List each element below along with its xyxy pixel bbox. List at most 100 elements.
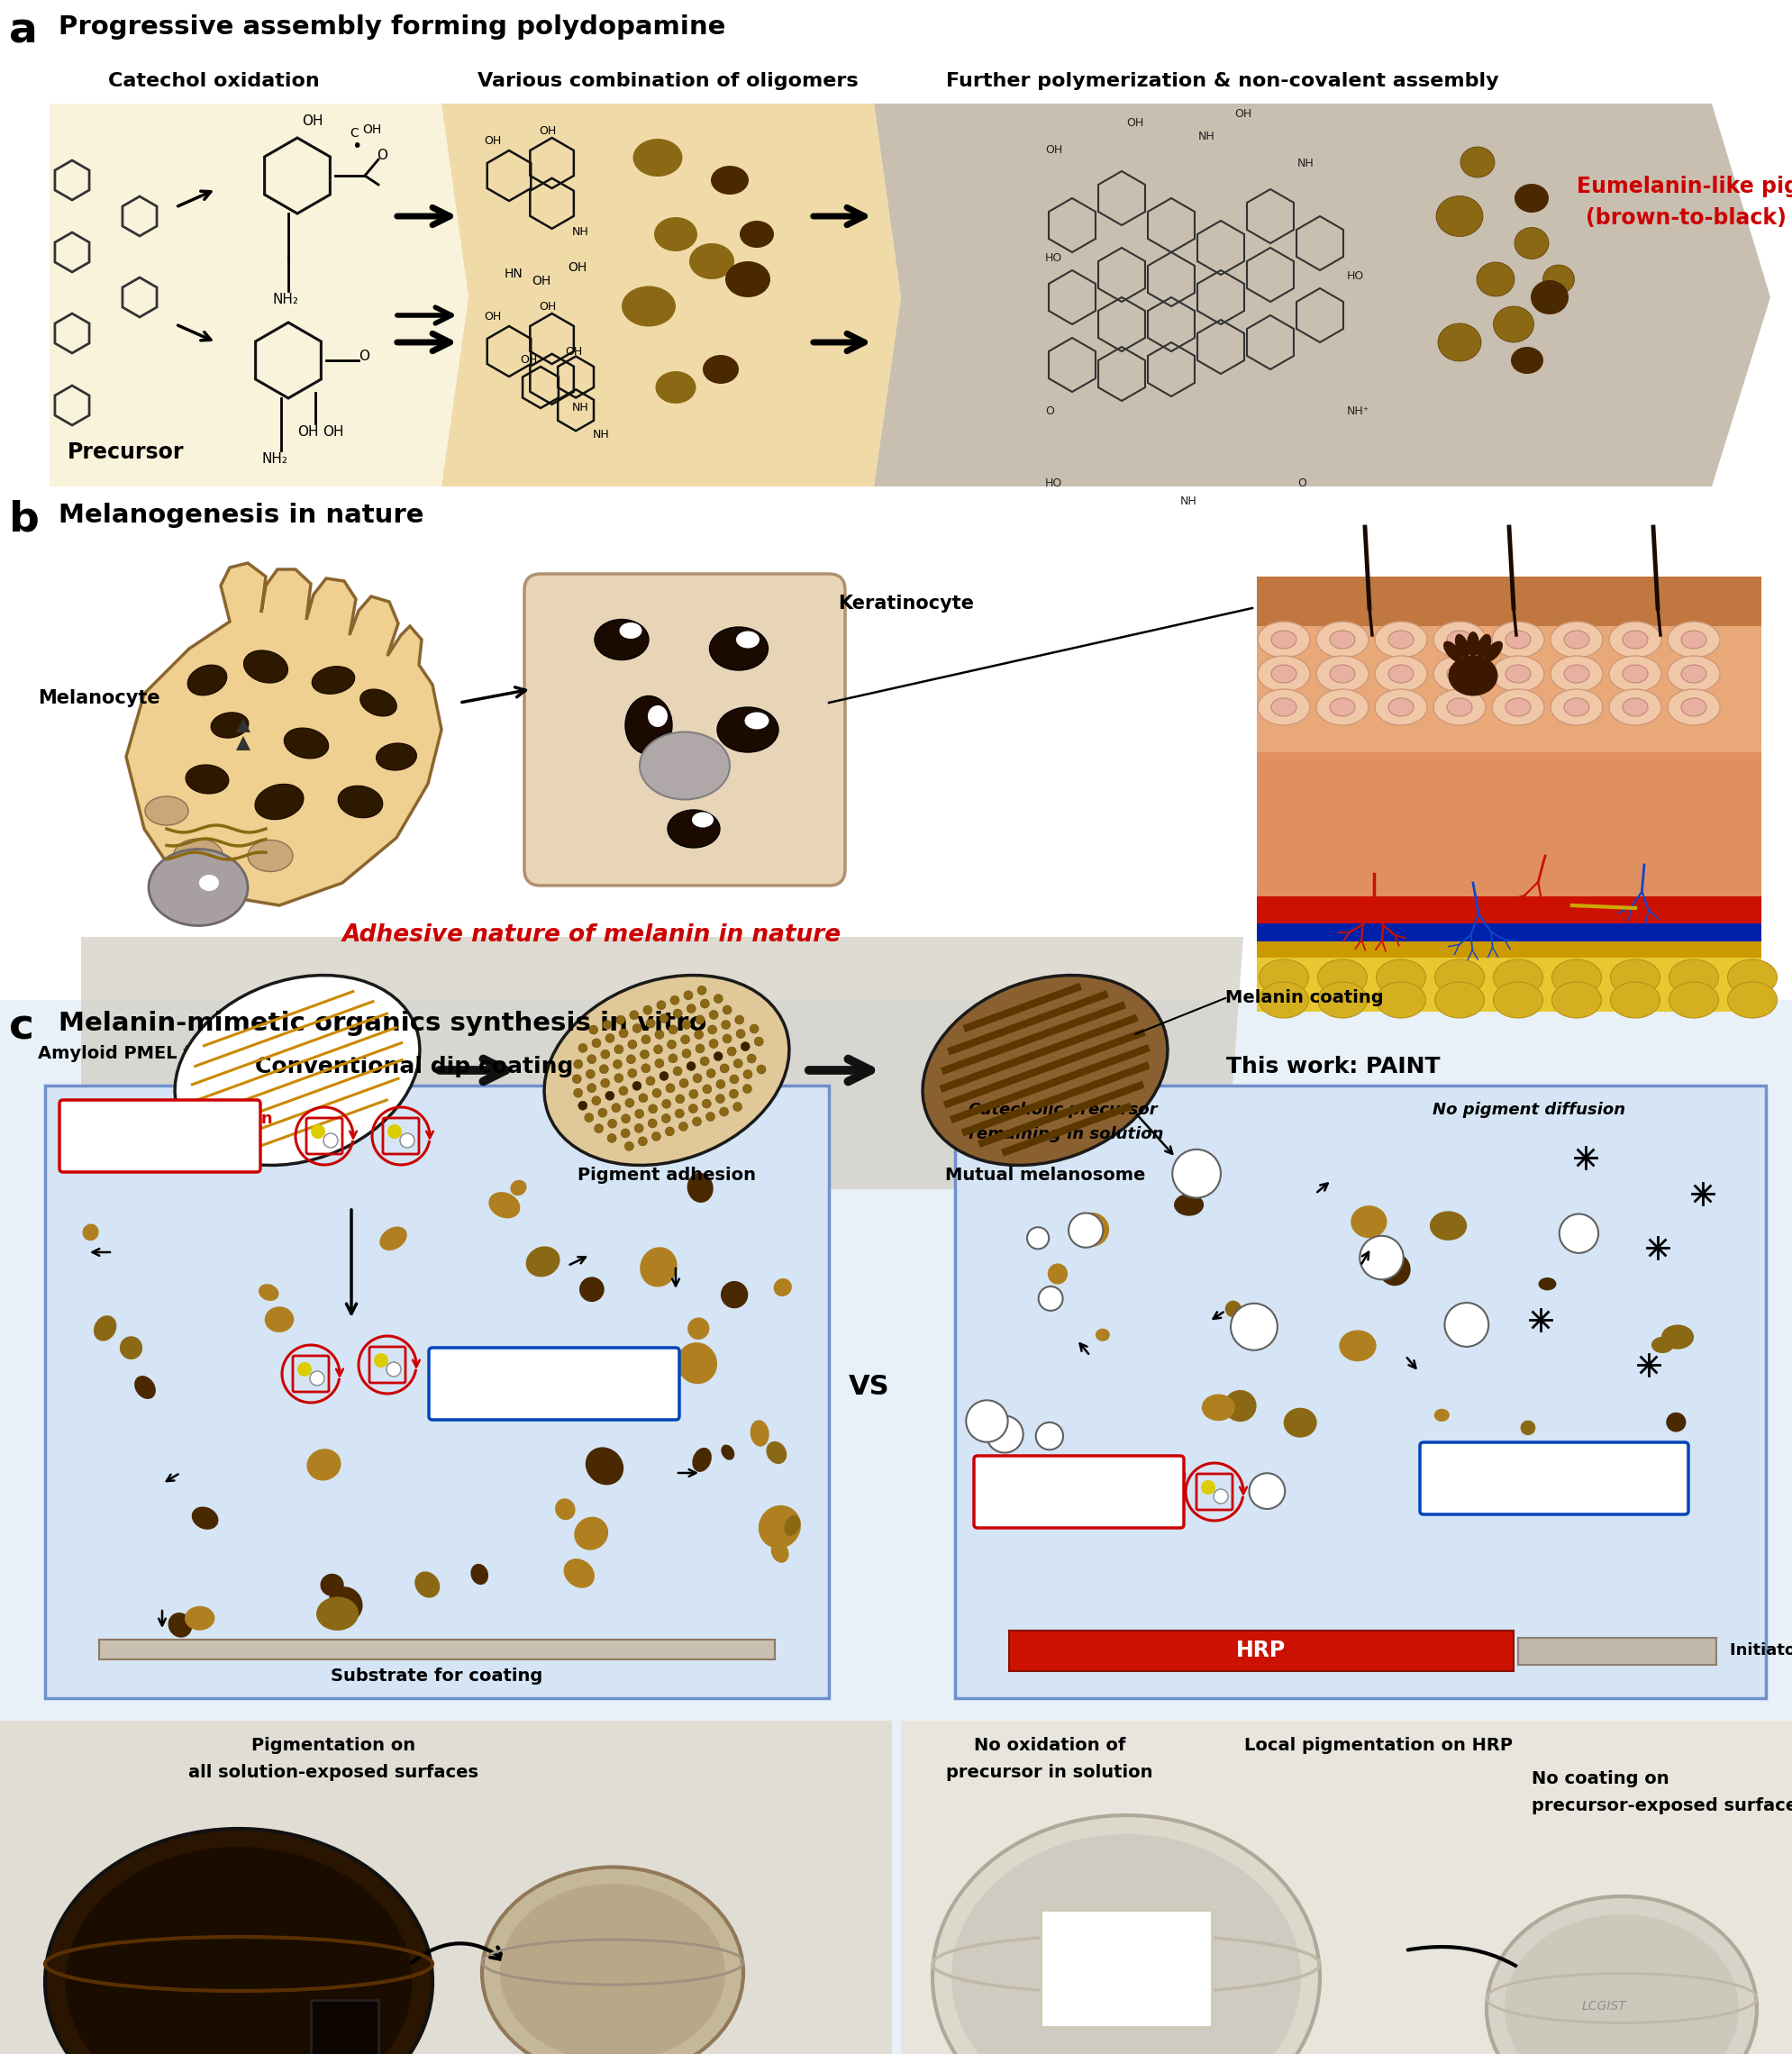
Text: Further polymerization & non-covalent assembly: Further polymerization & non-covalent as… <box>946 72 1498 90</box>
Text: Progressive assembly forming polydopamine: Progressive assembly forming polydopamin… <box>59 14 726 39</box>
Circle shape <box>633 1080 642 1091</box>
Ellipse shape <box>1665 1413 1684 1432</box>
Ellipse shape <box>563 1559 595 1588</box>
Ellipse shape <box>1477 263 1514 296</box>
Circle shape <box>375 1354 389 1368</box>
Ellipse shape <box>720 1444 735 1460</box>
Circle shape <box>676 1095 685 1103</box>
Circle shape <box>1038 1286 1063 1310</box>
Ellipse shape <box>1552 982 1600 1019</box>
Text: OH: OH <box>484 310 502 322</box>
FancyBboxPatch shape <box>1419 1442 1688 1514</box>
Circle shape <box>756 1064 765 1074</box>
Circle shape <box>645 1019 654 1027</box>
Circle shape <box>624 1142 633 1150</box>
Text: Adhesive nature of melanin in nature: Adhesive nature of melanin in nature <box>342 924 840 947</box>
Circle shape <box>686 1004 695 1013</box>
Ellipse shape <box>1455 635 1469 657</box>
Text: Catecholic precursor: Catecholic precursor <box>968 1101 1158 1117</box>
Circle shape <box>600 1050 609 1058</box>
Circle shape <box>613 1060 622 1068</box>
Circle shape <box>701 998 710 1009</box>
Text: NH⁺: NH⁺ <box>1346 405 1369 417</box>
Ellipse shape <box>315 1596 358 1631</box>
Ellipse shape <box>1446 698 1471 717</box>
Circle shape <box>702 1085 711 1093</box>
Ellipse shape <box>1330 665 1355 682</box>
Ellipse shape <box>1493 306 1534 343</box>
Ellipse shape <box>726 261 771 298</box>
Ellipse shape <box>1505 665 1530 682</box>
Text: (brown-to-black): (brown-to-black) <box>1584 207 1785 228</box>
Circle shape <box>706 1068 715 1078</box>
Circle shape <box>599 1109 607 1117</box>
Circle shape <box>572 1074 581 1082</box>
Bar <box>0 1000 1792 2054</box>
Text: 2. Pigmentation on: 2. Pigmentation on <box>439 1358 613 1374</box>
Circle shape <box>665 1085 674 1093</box>
Circle shape <box>679 1078 688 1089</box>
Circle shape <box>713 1052 722 1060</box>
Bar <box>99 1639 774 1660</box>
Ellipse shape <box>1681 665 1706 682</box>
Ellipse shape <box>1505 631 1530 649</box>
Circle shape <box>692 1074 702 1082</box>
Ellipse shape <box>306 1448 340 1481</box>
Circle shape <box>643 1006 652 1015</box>
FancyBboxPatch shape <box>59 1101 260 1173</box>
Circle shape <box>667 1039 676 1050</box>
Circle shape <box>654 1045 663 1054</box>
Circle shape <box>656 1000 665 1011</box>
Circle shape <box>579 1101 588 1109</box>
Ellipse shape <box>717 707 778 752</box>
Text: NH: NH <box>1297 158 1314 168</box>
Circle shape <box>387 1362 401 1376</box>
Ellipse shape <box>1349 1206 1387 1239</box>
Text: NH: NH <box>572 403 590 413</box>
Ellipse shape <box>376 744 416 770</box>
Circle shape <box>642 1064 650 1072</box>
Ellipse shape <box>186 764 229 793</box>
Polygon shape <box>873 103 1769 487</box>
Ellipse shape <box>1520 1421 1534 1436</box>
Text: LCGIST: LCGIST <box>1581 2001 1625 2013</box>
Ellipse shape <box>360 690 396 717</box>
Text: OH: OH <box>323 425 344 440</box>
Bar <box>1039 1910 1211 2027</box>
Circle shape <box>634 1124 643 1134</box>
Text: O: O <box>358 349 369 364</box>
Text: Pigmentation on: Pigmentation on <box>251 1738 416 1754</box>
Text: HO: HO <box>1045 253 1063 265</box>
Ellipse shape <box>1550 690 1602 725</box>
Ellipse shape <box>174 838 222 873</box>
Circle shape <box>586 1082 597 1093</box>
Circle shape <box>1229 1304 1278 1349</box>
Ellipse shape <box>1552 959 1600 996</box>
Ellipse shape <box>500 1884 726 2054</box>
Ellipse shape <box>1435 195 1482 236</box>
Ellipse shape <box>471 1563 487 1586</box>
Ellipse shape <box>1374 655 1426 692</box>
Ellipse shape <box>618 622 642 639</box>
Ellipse shape <box>1491 690 1543 725</box>
Polygon shape <box>50 103 468 487</box>
Ellipse shape <box>1428 1212 1466 1241</box>
Text: Amyloid PMEL fibrils: Amyloid PMEL fibrils <box>38 1045 240 1062</box>
Circle shape <box>966 1401 1007 1442</box>
Ellipse shape <box>380 1226 407 1251</box>
Ellipse shape <box>932 1816 1319 2054</box>
Circle shape <box>625 1056 634 1064</box>
Circle shape <box>615 1045 624 1054</box>
Text: OH: OH <box>530 275 550 288</box>
Ellipse shape <box>211 713 249 737</box>
Ellipse shape <box>1317 982 1367 1019</box>
Circle shape <box>715 1095 724 1103</box>
Text: HO: HO <box>1045 477 1063 489</box>
Ellipse shape <box>758 1506 801 1549</box>
Circle shape <box>1358 1237 1403 1280</box>
Text: OH: OH <box>520 353 538 366</box>
Ellipse shape <box>1681 698 1706 717</box>
Ellipse shape <box>744 713 769 729</box>
Text: Conventional dip coating: Conventional dip coating <box>254 1056 573 1078</box>
Circle shape <box>708 1025 717 1033</box>
